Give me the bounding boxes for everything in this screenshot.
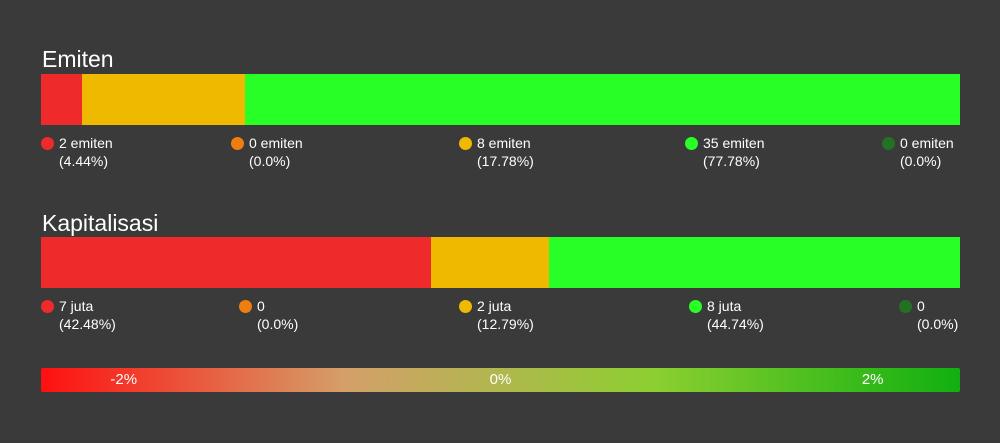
legend-dot-icon	[41, 136, 54, 150]
legend-dot-icon	[459, 299, 472, 313]
legend-percent-label: (44.74%)	[707, 316, 764, 332]
legend-item: 35 emiten (77.78%)	[685, 134, 764, 170]
legend-value-label: 2 emiten	[59, 135, 113, 151]
legend-dot-icon	[882, 136, 895, 150]
legend-value-label: 7 juta	[59, 298, 94, 314]
legend-item: 0 emiten (0.0%)	[231, 134, 303, 170]
legend-percent-label: (0.0%)	[917, 316, 959, 332]
legend-percent-label: (17.78%)	[477, 153, 534, 169]
legend-dot-icon	[459, 136, 472, 150]
bar-segment-1	[41, 237, 432, 288]
legend-dot-icon	[689, 299, 702, 313]
legend-percent-label: (0.0%)	[900, 153, 942, 169]
legend-item: 8 juta (44.74%)	[689, 297, 764, 333]
legend-percent-label: (0.0%)	[249, 153, 291, 169]
legend-item: 8 emiten (17.78%)	[459, 134, 534, 170]
legend-item: 2 emiten (4.44%)	[41, 134, 113, 170]
kapitalisasi-title: Kapitalisasi	[42, 210, 159, 236]
legend-item: 2 juta (12.79%)	[459, 297, 534, 333]
emiten-bar	[41, 74, 960, 125]
legend-value-label: 8 juta	[707, 298, 742, 314]
bar-segment-3	[431, 237, 549, 288]
bar-segment-3	[81, 74, 246, 125]
legend-value-label: 0 emiten	[249, 135, 303, 151]
legend-percent-label: (42.48%)	[59, 316, 116, 332]
legend-value-label: 0	[257, 298, 265, 314]
legend-dot-icon	[231, 136, 244, 150]
legend-value-label: 8 emiten	[477, 135, 531, 151]
legend-value-label: 35 emiten	[703, 135, 765, 151]
bar-segment-4	[245, 74, 960, 125]
legend-dot-icon	[41, 299, 54, 313]
emiten-title: Emiten	[42, 46, 114, 72]
legend-percent-label: (77.78%)	[703, 153, 760, 169]
legend-dot-icon	[899, 299, 912, 313]
legend-percent-label: (0.0%)	[257, 316, 299, 332]
color-scale-bar: -2% 0% 2%	[41, 368, 960, 392]
legend-item: 7 juta (42.48%)	[41, 297, 116, 333]
kapitalisasi-bar	[41, 237, 960, 288]
legend-item: 0 emiten (0.0%)	[882, 134, 954, 170]
legend-dot-icon	[685, 136, 698, 150]
legend-percent-label: (12.79%)	[477, 316, 534, 332]
scale-label-zero: 0%	[489, 371, 512, 388]
legend-value-label: 0	[917, 298, 925, 314]
legend-value-label: 2 juta	[477, 298, 512, 314]
legend-dot-icon	[239, 299, 252, 313]
legend-item: 0 (0.0%)	[899, 297, 958, 333]
bar-segment-1	[41, 74, 82, 125]
legend-percent-label: (4.44%)	[59, 153, 109, 169]
scale-label-negative: -2%	[110, 371, 138, 388]
bar-segment-4	[548, 237, 960, 288]
scale-label-positive: 2%	[861, 371, 884, 388]
legend-value-label: 0 emiten	[900, 135, 954, 151]
legend-item: 0 (0.0%)	[239, 297, 298, 333]
